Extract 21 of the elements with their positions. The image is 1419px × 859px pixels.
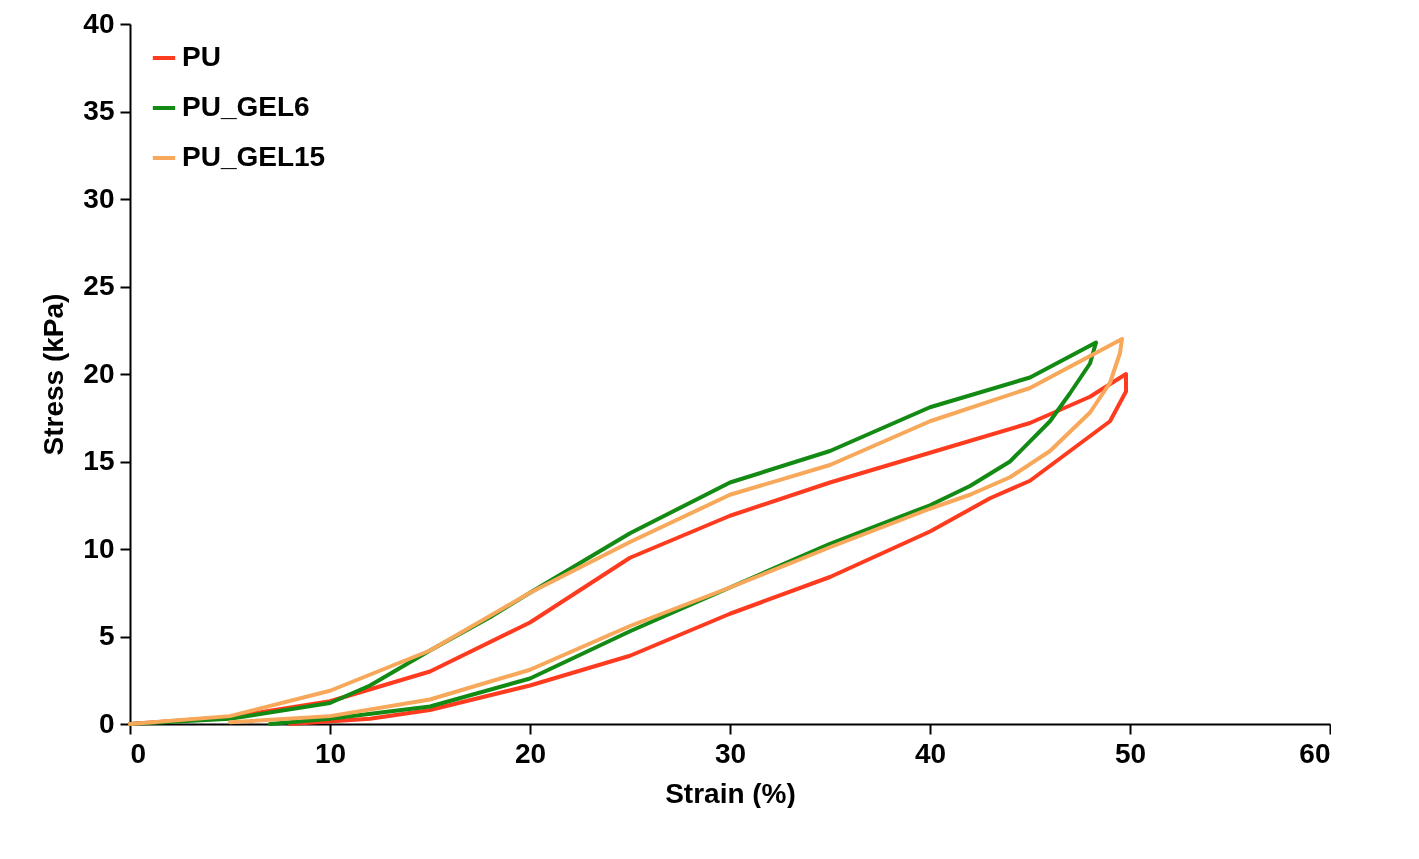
- y-tick-label: 5: [98, 620, 115, 651]
- y-tick-label: 40: [83, 7, 115, 39]
- x-tick-label: 50: [1114, 737, 1147, 769]
- y-tick-label: 25: [83, 270, 115, 301]
- y-tick-label: 20: [83, 357, 115, 389]
- legend-label: PU: [182, 41, 221, 72]
- y-tick-label: 30: [83, 182, 115, 214]
- x-tick-label: 40: [914, 737, 947, 769]
- x-tick-label: 20: [514, 737, 547, 769]
- y-tick-label: 10: [83, 532, 115, 564]
- y-tick-label: 35: [83, 95, 115, 126]
- x-tick-label: 10: [314, 737, 347, 769]
- x-tick-label: 30: [714, 737, 747, 769]
- y-tick-label: 0: [98, 707, 115, 739]
- y-tick-label: 15: [83, 445, 115, 476]
- x-tick-label: 60: [1299, 737, 1331, 769]
- y-axis-title: Stress (kPa): [38, 293, 70, 456]
- x-tick-label: 0: [130, 737, 147, 769]
- x-axis-title: Strain (%): [665, 777, 796, 809]
- legend-label: PU_GEL15: [182, 141, 326, 172]
- legend-label: PU_GEL6: [182, 91, 310, 122]
